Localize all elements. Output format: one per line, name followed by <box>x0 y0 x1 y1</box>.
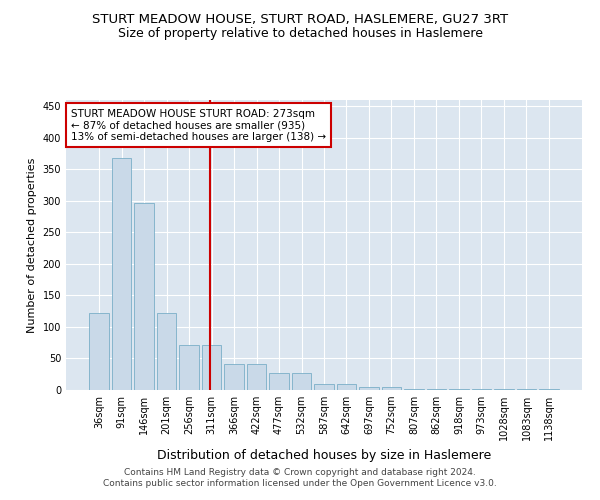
Bar <box>517 388 536 390</box>
Text: Size of property relative to detached houses in Haslemere: Size of property relative to detached ho… <box>118 28 482 40</box>
Bar <box>314 384 334 390</box>
Bar <box>157 313 176 390</box>
Bar <box>179 344 199 390</box>
Bar <box>337 384 356 390</box>
Text: STURT MEADOW HOUSE, STURT ROAD, HASLEMERE, GU27 3RT: STURT MEADOW HOUSE, STURT ROAD, HASLEMER… <box>92 12 508 26</box>
Bar <box>89 313 109 390</box>
Bar <box>404 388 424 390</box>
Bar <box>202 344 221 390</box>
Bar <box>134 203 154 390</box>
Bar <box>247 364 266 390</box>
Bar <box>224 364 244 390</box>
Bar <box>269 373 289 390</box>
Bar <box>292 373 311 390</box>
Bar <box>112 158 131 390</box>
Text: Contains HM Land Registry data © Crown copyright and database right 2024.
Contai: Contains HM Land Registry data © Crown c… <box>103 468 497 487</box>
Bar <box>359 387 379 390</box>
Bar <box>382 387 401 390</box>
X-axis label: Distribution of detached houses by size in Haslemere: Distribution of detached houses by size … <box>157 448 491 462</box>
Y-axis label: Number of detached properties: Number of detached properties <box>27 158 37 332</box>
Text: STURT MEADOW HOUSE STURT ROAD: 273sqm
← 87% of detached houses are smaller (935): STURT MEADOW HOUSE STURT ROAD: 273sqm ← … <box>71 108 326 142</box>
